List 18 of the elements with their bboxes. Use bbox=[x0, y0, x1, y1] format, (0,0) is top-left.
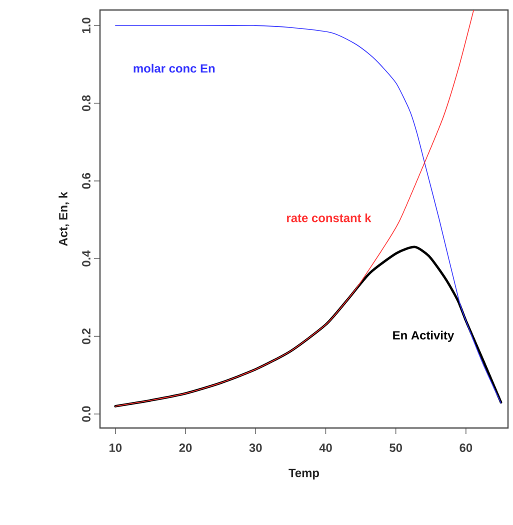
series-label: rate constant k bbox=[287, 213, 372, 222]
y-axis-title: Act, En, k bbox=[58, 192, 70, 246]
y-tick-label: 1.0 bbox=[82, 18, 90, 34]
text: molar conc En bbox=[134, 64, 215, 73]
y-tick-label: 0.6 bbox=[82, 173, 90, 189]
y-tick-label: 0.0 bbox=[82, 406, 90, 422]
x-tick-label: 60 bbox=[460, 444, 472, 452]
x-tick-label: 40 bbox=[319, 444, 332, 452]
x-tick-label: 20 bbox=[179, 444, 192, 452]
series-label: En Activity bbox=[393, 330, 454, 342]
y-tick-label: 0.8 bbox=[82, 95, 90, 112]
x-tick-label: 10 bbox=[110, 444, 122, 452]
y-tick-label: 0.2 bbox=[82, 328, 90, 344]
line-series bbox=[114, 246, 502, 408]
y-tick-label: 0.4 bbox=[82, 250, 90, 266]
x-tick-label: 30 bbox=[249, 444, 262, 452]
x-tick-label: 50 bbox=[390, 444, 402, 452]
x-axis-title: Temp bbox=[288, 468, 320, 480]
